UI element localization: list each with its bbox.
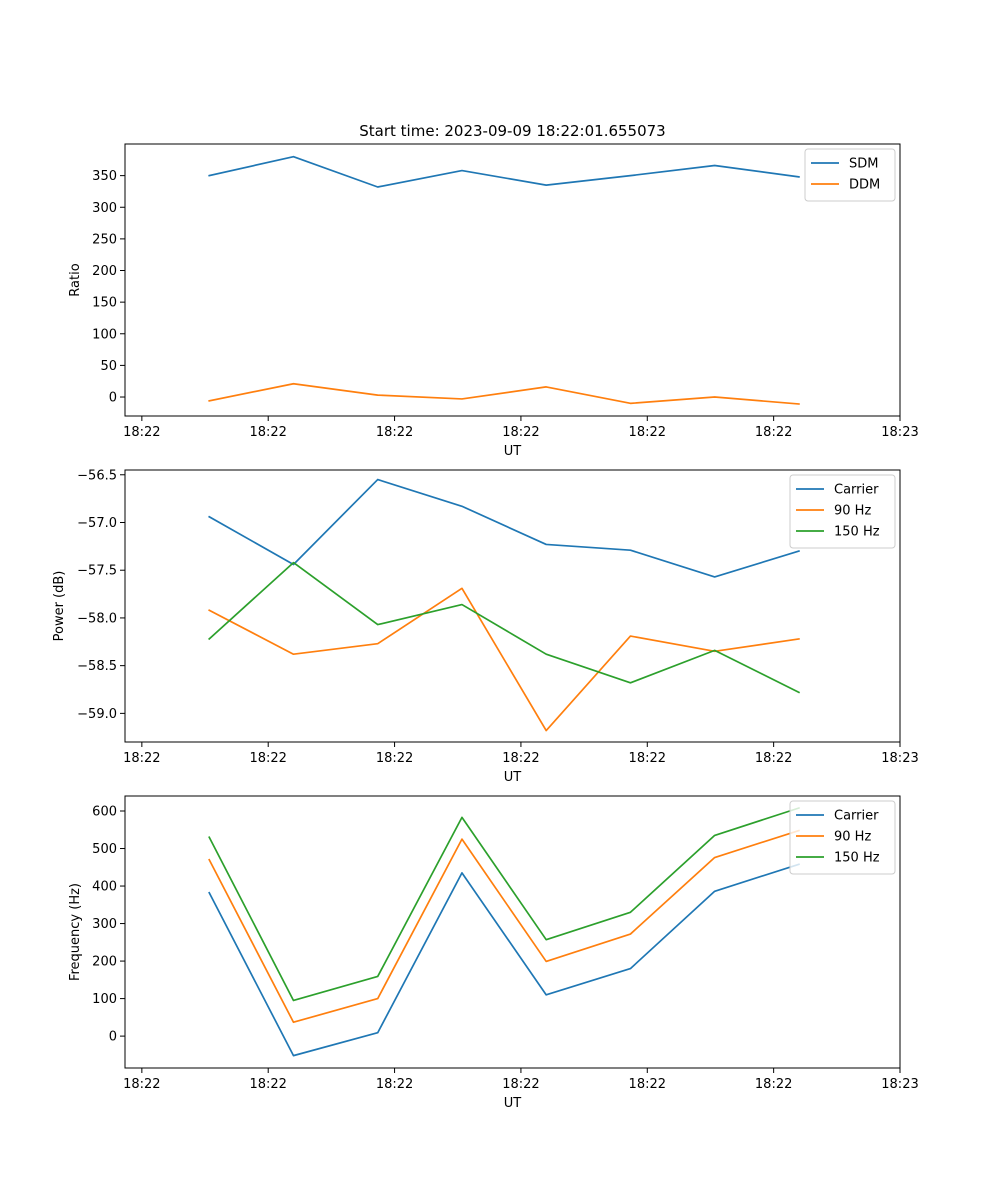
y-tick-label: 150: [92, 296, 117, 311]
y-tick-label: 600: [92, 805, 117, 820]
series-line-90-hz: [208, 829, 800, 1024]
x-tick-label: 18:22: [755, 1077, 792, 1092]
legend-box: [789, 474, 896, 549]
y-tick-label: 50: [100, 359, 117, 374]
x-tick-label: 18:22: [249, 751, 286, 766]
legend-label: Carrier: [834, 809, 879, 824]
chart-title: Start time: 2023-09-09 18:22:01.655073: [359, 122, 665, 140]
x-tick-label: 18:22: [629, 751, 666, 766]
x-tick-label: 18:23: [881, 751, 918, 766]
x-tick-label: 18:22: [376, 1077, 413, 1092]
axes-frame: [124, 143, 901, 417]
legend-box: [789, 800, 896, 875]
y-tick-label: 0: [109, 1030, 117, 1045]
x-tick-label: 18:22: [123, 751, 160, 766]
legend-box: [804, 148, 896, 202]
y-tick-label: 250: [92, 232, 117, 247]
y-tick-label: −58.5: [77, 659, 117, 674]
legend-label: 150 Hz: [834, 851, 880, 866]
x-tick-label: 18:22: [755, 425, 792, 440]
y-tick-label: −58.0: [77, 611, 117, 626]
x-tick-label: 18:22: [502, 751, 539, 766]
x-tick-label: 18:23: [881, 425, 918, 440]
x-tick-label: 18:22: [249, 1077, 286, 1092]
series-line-carrier: [208, 863, 800, 1057]
x-tick-label: 18:22: [755, 751, 792, 766]
legend-label: Carrier: [834, 483, 879, 498]
subplot-1: Start time: 2023-09-09 18:22:01.655073 18…: [68, 122, 919, 459]
y-tick-label: −59.0: [77, 707, 117, 722]
y-axis-label: Frequency (Hz): [68, 883, 83, 981]
y-tick-label: 400: [92, 880, 117, 895]
y-axis-label: Ratio: [68, 263, 83, 296]
legend-label: DDM: [849, 178, 880, 193]
legend-label: 90 Hz: [834, 504, 871, 519]
y-tick-label: 300: [92, 201, 117, 216]
x-tick-label: 18:22: [123, 425, 160, 440]
y-tick-label: −56.5: [77, 468, 117, 483]
y-tick-label: 350: [92, 169, 117, 184]
series-line-carrier: [208, 478, 800, 578]
x-tick-label: 18:23: [881, 1077, 918, 1092]
y-tick-label: 200: [92, 264, 117, 279]
legend: SDM DDM: [804, 148, 896, 202]
x-tick-label: 18:22: [502, 1077, 539, 1092]
x-tick-label: 18:22: [502, 425, 539, 440]
series-line-90-hz: [208, 587, 800, 732]
subplot-3: 18:22 18:22 18:22 18:22 18:22 18:22 18:23 0 100 2…: [68, 795, 919, 1111]
x-tick-label: 18:22: [123, 1077, 160, 1092]
series-line-150-hz: [208, 561, 801, 694]
series-line-ddm: [208, 382, 800, 405]
y-axis-label: Power (dB): [52, 571, 67, 642]
x-axis-label: UT: [504, 1096, 522, 1111]
x-tick-label: 18:22: [629, 1077, 666, 1092]
y-tick-label: 100: [92, 992, 117, 1007]
y-tick-label: −57.0: [77, 516, 117, 531]
x-tick-label: 18:22: [376, 425, 413, 440]
legend-label: 150 Hz: [834, 525, 880, 540]
x-tick-label: 18:22: [249, 425, 286, 440]
y-tick-label: 100: [92, 327, 117, 342]
subplot-2: 18:22 18:22 18:22 18:22 18:22 18:22 18:23 −59.0…: [52, 468, 919, 785]
series-line-sdm: [208, 155, 800, 188]
y-tick-label: 300: [92, 917, 117, 932]
legend-label: SDM: [849, 157, 878, 172]
legend: Carrier 90 Hz 150 Hz: [789, 474, 896, 549]
x-axis-label: UT: [504, 770, 522, 785]
legend: Carrier 90 Hz 150 Hz: [789, 800, 896, 875]
axes-frame: [124, 469, 901, 743]
x-axis-label: UT: [504, 444, 522, 459]
y-tick-label: 200: [92, 955, 117, 970]
legend-label: 90 Hz: [834, 830, 871, 845]
series-line-150-hz: [208, 806, 800, 1002]
y-tick-label: −57.5: [77, 564, 117, 579]
y-tick-label: 500: [92, 842, 117, 857]
x-tick-label: 18:22: [376, 751, 413, 766]
axes-frame: [124, 795, 901, 1069]
x-tick-label: 18:22: [629, 425, 666, 440]
y-tick-label: 0: [109, 391, 117, 406]
